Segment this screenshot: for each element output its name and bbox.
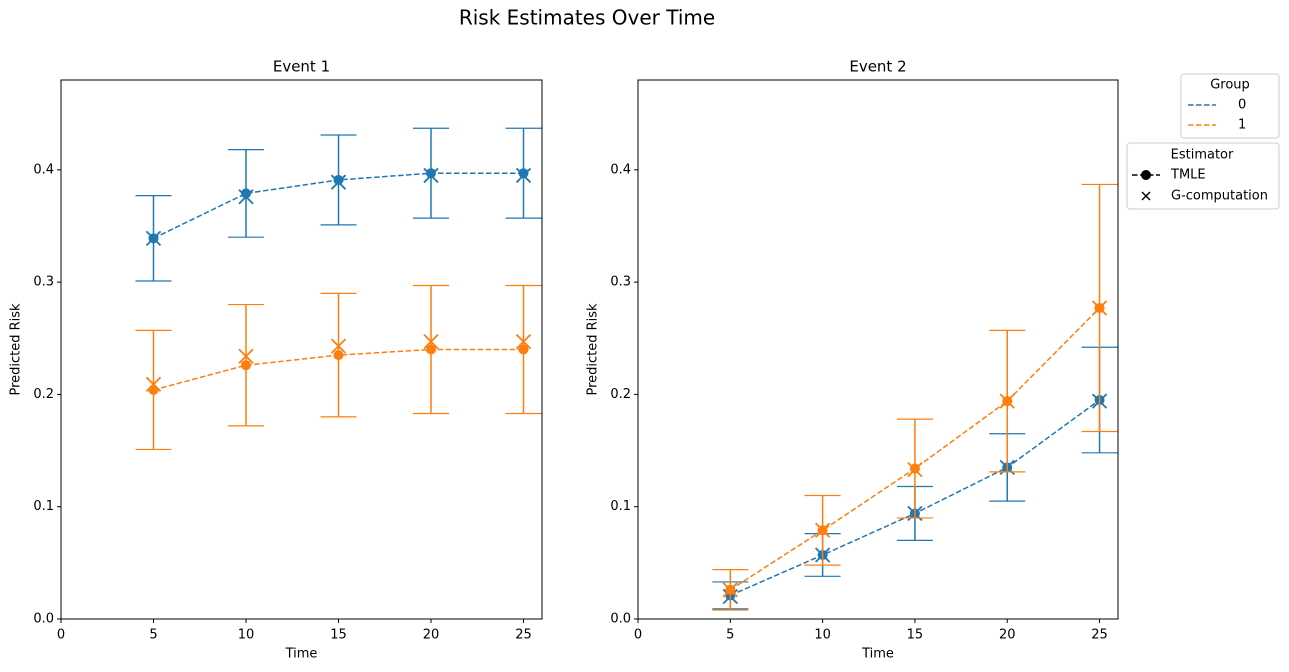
y-axis-label: Predicted Risk [9, 303, 24, 396]
x-tick-label: 15 [907, 628, 924, 643]
x-tick-label: 5 [726, 628, 734, 643]
x-axis-label: Time [285, 647, 318, 662]
legend-title: Group [1210, 78, 1250, 93]
x-tick-label: 20 [423, 628, 440, 643]
x-tick-label: 25 [515, 628, 532, 643]
x-tick-label: 0 [57, 628, 65, 643]
x-tick-label: 20 [999, 628, 1016, 643]
axes-title: Event 1 [273, 58, 330, 76]
x-tick-label: 5 [149, 628, 157, 643]
gcomp-marker [814, 522, 831, 538]
tmle-marker [518, 168, 529, 179]
tmle-marker [333, 174, 344, 185]
legend-label: G-computation [1171, 189, 1268, 204]
y-tick-label: 0.1 [33, 499, 54, 514]
x-tick-label: 25 [1091, 628, 1108, 643]
legend-box [1180, 73, 1280, 139]
tmle-marker [241, 360, 251, 371]
gcomp-marker [238, 189, 254, 205]
y-axis-label: Predicted Risk [586, 303, 601, 396]
y-tick-label: 0.3 [610, 275, 631, 290]
gcomp-marker [1091, 300, 1108, 316]
tmle-marker [333, 350, 344, 361]
tmle-marker [518, 344, 529, 355]
y-tick-label: 0.2 [33, 387, 54, 402]
y-tick-label: 0.4 [33, 162, 54, 177]
y-tick-label: 0.1 [610, 499, 631, 514]
y-tick-label: 0.3 [33, 275, 54, 290]
figure-title: Risk Estimates Over Time [459, 6, 715, 30]
tmle-marker [426, 168, 436, 179]
legend-box [1126, 142, 1280, 210]
x-axis-label: Time [861, 647, 894, 662]
gcomp-marker [330, 338, 347, 354]
y-tick-label: 0.0 [33, 612, 54, 627]
legend-marker [1141, 191, 1151, 201]
tmle-marker [148, 384, 159, 395]
y-tick-label: 0.4 [610, 162, 631, 177]
legend-label: 1 [1238, 118, 1246, 133]
gcomp-marker [423, 334, 439, 350]
x-tick-label: 10 [238, 628, 255, 643]
gcomp-marker [145, 230, 162, 246]
gcomp-marker [999, 393, 1015, 409]
gcomp-marker [907, 462, 923, 478]
axes-frame [60, 79, 543, 620]
y-tick-label: 0.2 [610, 387, 631, 402]
gcomp-marker [145, 376, 162, 392]
gcomp-marker [330, 174, 347, 190]
gcomp-marker [238, 348, 254, 364]
x-tick-label: 0 [634, 628, 642, 643]
gcomp-marker [515, 167, 532, 184]
x-tick-label: 15 [330, 628, 347, 643]
tmle-marker [241, 188, 251, 199]
gcomp-marker [722, 582, 738, 598]
gcomp-marker [423, 167, 439, 184]
axes-frame [637, 79, 1119, 620]
gcomp-marker [515, 334, 532, 350]
legend-label: 0 [1238, 98, 1246, 113]
tmle-marker [426, 344, 436, 355]
axes-title: Event 2 [849, 58, 906, 76]
x-tick-label: 10 [814, 628, 831, 643]
legend-marker [1141, 170, 1151, 180]
legend-label: TMLE [1170, 168, 1206, 183]
y-tick-label: 0.0 [610, 612, 631, 627]
legend-title: Estimator [1171, 148, 1234, 163]
